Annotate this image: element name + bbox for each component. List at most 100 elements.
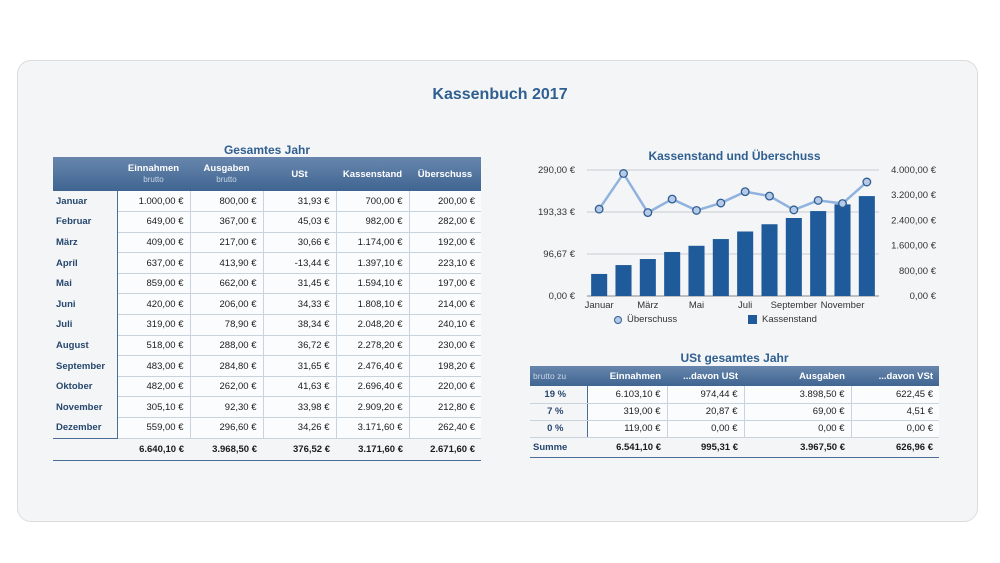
- table-cell: 282,00 €: [408, 211, 481, 233]
- total-cell: 626,96 €: [851, 436, 939, 458]
- table-row: August 518,00 €288,00 €36,72 €2.278,20 €2…: [53, 335, 481, 357]
- table-cell: 0,00 €: [666, 420, 744, 438]
- total-cell: 2.671,60 €: [409, 437, 481, 461]
- total-cell: 6.640,10 €: [117, 437, 190, 461]
- total-cell: 376,52 €: [263, 437, 336, 461]
- table-cell: 1.174,00 €: [335, 232, 409, 254]
- table-cell: 1.000,00 €: [116, 191, 190, 213]
- table-cell: 3.171,60 €: [335, 417, 409, 439]
- ust-header-1: Einnahmen: [587, 366, 667, 386]
- table-cell: 974,44 €: [666, 386, 744, 404]
- row-month: März: [53, 232, 118, 253]
- sum-label: Summe: [530, 436, 587, 458]
- table-row: Juni 420,00 €206,00 €34,33 €1.808,10 €214…: [53, 293, 481, 316]
- table-cell: 700,00 €: [335, 191, 409, 213]
- table-cell: -13,44 €: [262, 252, 336, 274]
- table-cell: 230,00 €: [408, 335, 481, 357]
- table-cell: 1.397,10 €: [335, 252, 409, 274]
- year-table-title: Gesamtes Jahr: [223, 143, 311, 157]
- table-cell: 34,26 €: [262, 417, 336, 439]
- ust-header-0: brutto zu: [530, 366, 587, 386]
- table-cell: 31,65 €: [262, 355, 336, 377]
- table-cell: 319,00 €: [586, 403, 667, 421]
- table-cell: 45,03 €: [262, 211, 336, 233]
- table-cell: 482,00 €: [116, 376, 190, 398]
- table-row: Dezember 559,00 €296,60 €34,26 €3.171,60 …: [53, 417, 481, 439]
- table-cell: 0,00 €: [743, 420, 851, 438]
- table-cell: 367,00 €: [189, 211, 263, 233]
- total-cell: 3.968,50 €: [190, 437, 263, 461]
- table-cell: 92,30 €: [189, 396, 263, 419]
- table-cell: 859,00 €: [116, 273, 190, 295]
- table-cell: 212,80 €: [408, 396, 481, 419]
- table-cell: 2.476,40 €: [335, 355, 409, 377]
- year-header-label: Einnahmen: [127, 163, 180, 174]
- table-cell: 662,00 €: [189, 273, 263, 295]
- table-cell: 36,72 €: [262, 335, 336, 357]
- row-month: Oktober: [53, 376, 118, 397]
- table-cell: 800,00 €: [189, 191, 263, 213]
- row-month: November: [53, 396, 118, 418]
- row-month: Juli: [53, 314, 118, 336]
- table-cell: 649,00 €: [116, 211, 190, 233]
- table-cell: 2.909,20 €: [335, 396, 409, 419]
- total-cell: [53, 437, 117, 461]
- row-month: September: [53, 355, 118, 377]
- table-cell: 4,51 €: [850, 403, 939, 421]
- row-month: Februar: [53, 211, 118, 233]
- table-row: Juli 319,00 €78,90 €38,34 €2.048,20 €240,…: [53, 314, 481, 336]
- table-cell: 483,00 €: [116, 355, 190, 377]
- year-header-sub: brutto: [216, 175, 237, 184]
- legend-square-icon: [748, 315, 757, 324]
- row-month: Mai: [53, 273, 118, 294]
- table-cell: 2.048,20 €: [335, 314, 409, 336]
- year-header-1: Einnahmen brutto: [117, 157, 190, 191]
- table-cell: 262,00 €: [189, 376, 263, 398]
- year-header-4: Kassenstand: [336, 157, 409, 191]
- row-month: August: [53, 335, 118, 356]
- table-cell: 217,00 €: [189, 232, 263, 254]
- total-cell: 6.541,10 €: [587, 436, 667, 458]
- table-row: April 637,00 €413,90 € -13,44 €1.397,10 €2…: [53, 252, 481, 274]
- table-row: November 305,10 €92,30 €33,98 €2.909,20 €…: [53, 396, 481, 419]
- table-row: 7 % 319,00 €20,87 €69,00 €4,51 €: [530, 403, 939, 421]
- row-month: April: [53, 252, 118, 274]
- table-cell: 1.808,10 €: [335, 293, 409, 316]
- table-cell: 206,00 €: [189, 293, 263, 316]
- year-header-label: Ausgaben: [203, 163, 250, 174]
- tax-rate: 7 %: [530, 403, 588, 421]
- legend-label-ueberschuss: Überschuss: [627, 314, 678, 325]
- total-cell: 3.171,60 €: [336, 437, 409, 461]
- year-header-sub: brutto: [143, 175, 164, 184]
- legend-item-kassenstand: Kassenstand: [748, 314, 817, 325]
- table-cell: 637,00 €: [116, 252, 190, 274]
- table-cell: 78,90 €: [189, 314, 263, 336]
- table-row: Februar 649,00 €367,00 €45,03 €982,00 €28…: [53, 211, 481, 233]
- table-cell: 262,40 €: [408, 417, 481, 439]
- ust-header-3: Ausgaben: [744, 366, 851, 386]
- table-cell: 192,00 €: [408, 232, 481, 254]
- table-cell: 622,45 €: [850, 386, 939, 404]
- legend-label-kassenstand: Kassenstand: [762, 314, 817, 325]
- table-row: Oktober 482,00 €262,00 €41,63 €2.696,40 €…: [53, 376, 481, 398]
- table-cell: 305,10 €: [116, 396, 190, 419]
- table-cell: 31,93 €: [262, 191, 336, 213]
- row-month: Juni: [53, 293, 118, 315]
- table-cell: 2.696,40 €: [335, 376, 409, 398]
- table-cell: 240,10 €: [408, 314, 481, 336]
- year-header-5: Überschuss: [409, 157, 481, 191]
- table-cell: 288,00 €: [189, 335, 263, 357]
- year-header-label: Kassenstand: [342, 168, 403, 180]
- table-cell: 34,33 €: [262, 293, 336, 316]
- table-cell: 2.278,20 €: [335, 335, 409, 357]
- table-cell: 223,10 €: [408, 252, 481, 274]
- table-cell: 33,98 €: [262, 396, 336, 419]
- table-cell: 518,00 €: [116, 335, 190, 357]
- table-cell: 284,80 €: [189, 355, 263, 377]
- table-row: 19 % 6.103,10 €974,44 €3.898,50 €622,45 €: [530, 386, 939, 404]
- table-cell: 200,00 €: [408, 191, 481, 213]
- table-cell: 296,60 €: [189, 417, 263, 439]
- table-cell: 559,00 €: [116, 417, 190, 439]
- total-cell: 3.967,50 €: [744, 436, 851, 458]
- table-cell: 69,00 €: [743, 403, 851, 421]
